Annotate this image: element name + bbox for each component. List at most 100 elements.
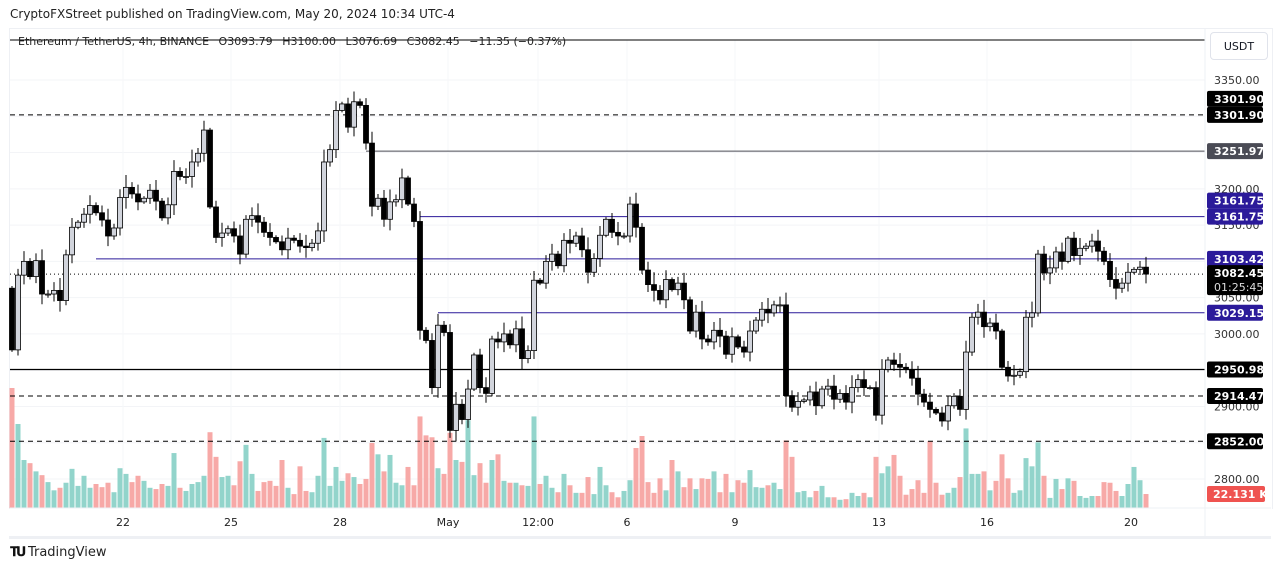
- candle-up: [867, 387, 873, 390]
- candle-down: [483, 387, 489, 394]
- price-label-bg: [1207, 106, 1263, 123]
- volume-bar: [123, 473, 129, 508]
- volume-bar: [1125, 484, 1131, 508]
- x-tick-label: 6: [624, 516, 631, 529]
- volume-bar: [15, 424, 21, 508]
- volume-bar: [153, 489, 159, 508]
- volume-bar: [873, 456, 879, 508]
- candle-down: [639, 226, 645, 271]
- volume-bar: [705, 478, 711, 508]
- candle-down: [261, 221, 267, 233]
- volume-bar: [309, 492, 315, 508]
- x-tick-label: 13: [872, 516, 886, 529]
- candle-down: [705, 338, 711, 343]
- volume-bar: [723, 473, 729, 508]
- volume-bar: [291, 494, 297, 508]
- volume-bar: [453, 460, 459, 508]
- candle-down: [687, 299, 693, 332]
- price-label: 3103.42: [1214, 253, 1264, 266]
- candle-down: [1107, 260, 1113, 280]
- symbol-legend: Ethereum / TetherUS, 4h, BINANCE O3093.7…: [18, 35, 572, 48]
- volume-bar: [711, 471, 717, 508]
- volume-bar: [9, 388, 15, 508]
- candle-up: [1029, 312, 1035, 318]
- volume-bar: [345, 473, 351, 508]
- volume-bar: [1131, 466, 1137, 508]
- candle-down: [1005, 366, 1011, 377]
- volume-bar: [759, 487, 765, 508]
- volume-bar: [1023, 458, 1029, 508]
- volume-bar: [615, 497, 621, 508]
- candle-up: [573, 235, 579, 244]
- volume-bar: [351, 477, 357, 508]
- candle-up: [711, 329, 717, 343]
- candle-down: [441, 324, 447, 333]
- tradingview-logo[interactable]: 𝐓𝐔 TradingView: [10, 545, 107, 560]
- volume-bar: [375, 454, 381, 508]
- volume-bar: [747, 470, 753, 508]
- candle-up: [141, 197, 147, 203]
- candle-up: [333, 110, 339, 151]
- volume-bar: [81, 475, 87, 508]
- price-label: 3301.90: [1214, 93, 1264, 106]
- candle-up: [729, 336, 735, 355]
- candle-up: [1035, 253, 1041, 314]
- volume-bar: [963, 428, 969, 508]
- candle-up: [675, 282, 681, 291]
- volume-bar: [783, 440, 789, 508]
- volume-bar: [693, 489, 699, 508]
- price-label-bg: [1207, 143, 1263, 160]
- candle-down: [843, 393, 849, 403]
- volume-bar: [165, 485, 171, 508]
- volume-bar: [195, 482, 201, 508]
- candle-up: [339, 103, 345, 111]
- volume-bar: [315, 475, 321, 508]
- candle-up: [825, 385, 831, 390]
- price-label-bg: [1207, 192, 1263, 209]
- price-label: 3029.15: [1214, 307, 1264, 320]
- volume-bar: [1017, 490, 1023, 508]
- x-tick-label: 12:00: [522, 516, 554, 529]
- volume-bar: [1035, 442, 1041, 508]
- volume-bar: [837, 499, 843, 508]
- candle-down: [1071, 237, 1077, 256]
- volume-bar: [435, 468, 441, 508]
- candle-down: [381, 197, 387, 220]
- time-axis[interactable]: [9, 508, 1271, 539]
- price-label-bg: [1207, 250, 1263, 267]
- volume-bar: [57, 487, 63, 508]
- symbol-name[interactable]: Ethereum / TetherUS, 4h, BINANCE: [18, 35, 210, 48]
- volume-bar: [87, 487, 93, 508]
- volume-bar: [129, 482, 135, 508]
- candle-up: [225, 228, 231, 234]
- candle-down: [957, 395, 963, 410]
- candle-up: [399, 177, 405, 201]
- volume-bar: [843, 499, 849, 508]
- candle-up: [807, 391, 813, 401]
- currency-button[interactable]: USDT: [1210, 32, 1268, 60]
- volume-bar: [519, 485, 525, 508]
- candle-down: [915, 377, 921, 395]
- candle-down: [555, 253, 561, 267]
- volume-bar: [141, 480, 147, 508]
- candle-up: [33, 260, 39, 278]
- volume-bar: [681, 487, 687, 508]
- candle-up: [21, 260, 27, 276]
- candle-up: [1065, 237, 1071, 262]
- volume-bar: [303, 490, 309, 508]
- candle-up: [315, 230, 321, 244]
- volume-bar: [93, 484, 99, 508]
- volume-bar: [213, 456, 219, 508]
- candle-down: [783, 304, 789, 396]
- candle-up: [63, 254, 69, 301]
- candle-up: [663, 279, 669, 301]
- candle-down: [579, 235, 585, 251]
- last-price-label-bg: [1207, 265, 1263, 296]
- candle-up: [1125, 271, 1131, 284]
- candle-up: [1023, 316, 1029, 373]
- legend-high: H3100.00: [282, 35, 336, 48]
- volume-bar: [381, 471, 387, 508]
- candle-down: [735, 336, 741, 348]
- volume-bar: [921, 492, 927, 508]
